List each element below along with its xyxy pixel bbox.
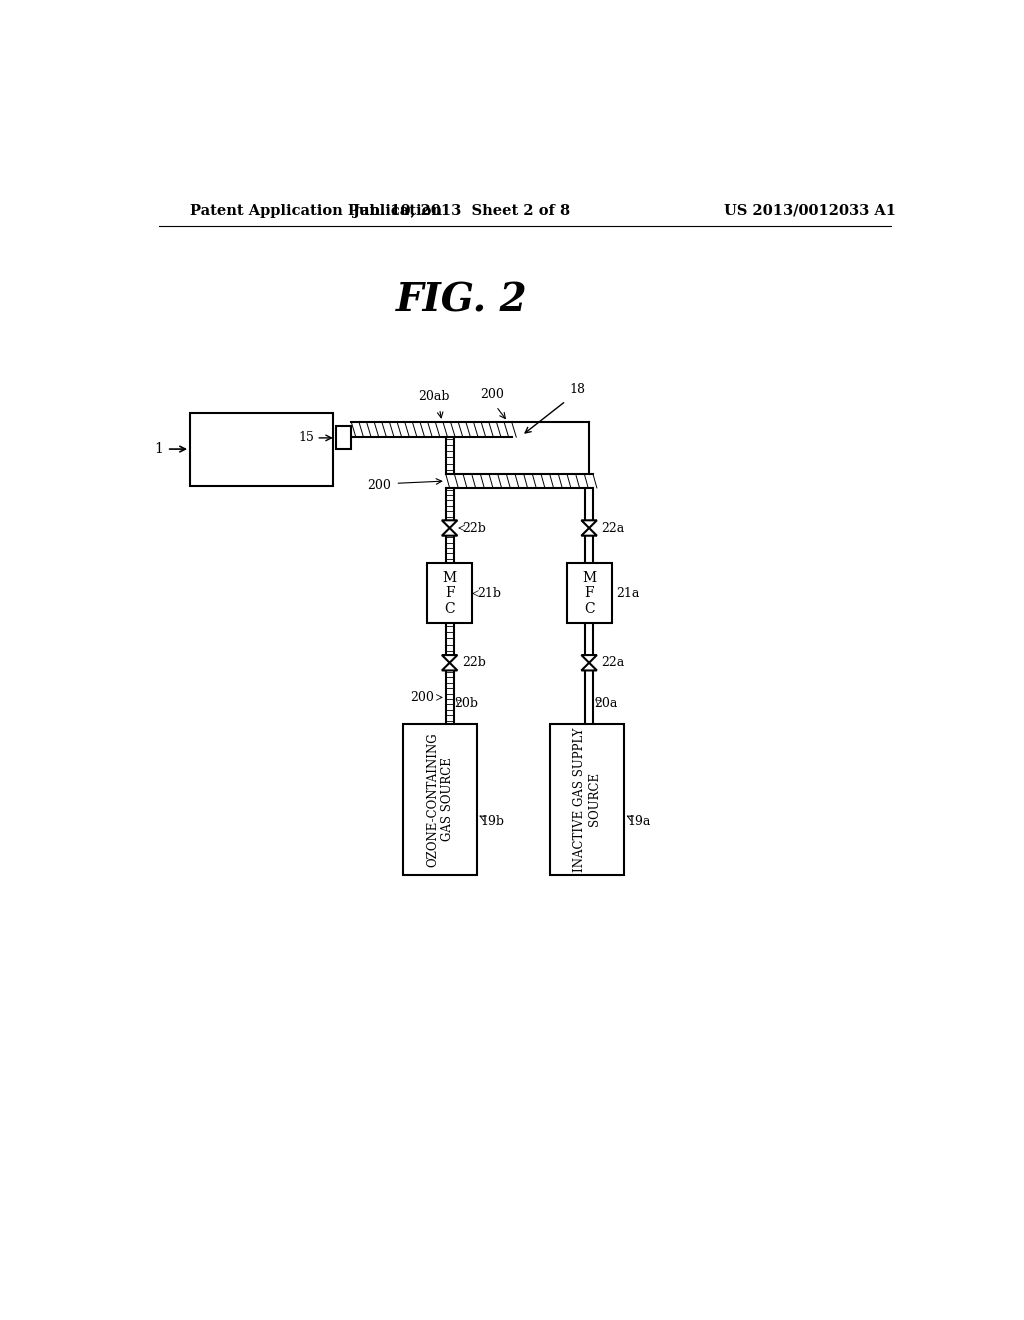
Text: M
F
C: M F C [582, 572, 596, 615]
Polygon shape [582, 528, 597, 536]
Polygon shape [582, 663, 597, 671]
Text: 22b: 22b [462, 521, 486, 535]
Text: 200: 200 [411, 690, 434, 704]
Polygon shape [582, 655, 597, 663]
Bar [566, 564, 611, 623]
Text: 21b: 21b [477, 587, 501, 601]
Text: Jan. 10, 2013  Sheet 2 of 8: Jan. 10, 2013 Sheet 2 of 8 [352, 203, 569, 218]
Polygon shape [442, 528, 458, 536]
Text: US 2013/0012033 A1: US 2013/0012033 A1 [724, 203, 896, 218]
Text: 19a: 19a [628, 816, 651, 829]
Text: FIG. 2: FIG. 2 [395, 282, 527, 319]
Text: OZONE-CONTAINING
GAS SOURCE: OZONE-CONTAINING GAS SOURCE [426, 733, 454, 867]
Bar [336, 426, 351, 450]
Text: 22b: 22b [462, 656, 486, 669]
Text: 19b: 19b [480, 816, 505, 829]
Text: M
F
C: M F C [442, 572, 457, 615]
Polygon shape [442, 520, 458, 528]
Text: Patent Application Publication: Patent Application Publication [190, 203, 442, 218]
Text: 20ab: 20ab [419, 391, 450, 404]
Text: 200: 200 [480, 388, 504, 401]
Text: 21a: 21a [616, 587, 640, 601]
Polygon shape [442, 655, 458, 663]
Text: 20a: 20a [594, 697, 617, 710]
Text: 15: 15 [298, 432, 314, 445]
Bar [403, 725, 477, 874]
Bar [550, 725, 624, 874]
Text: 22a: 22a [601, 521, 625, 535]
Text: 1: 1 [154, 442, 163, 457]
Text: 200: 200 [368, 479, 391, 492]
Bar [427, 564, 472, 623]
Text: 20b: 20b [455, 697, 478, 710]
Bar [190, 412, 334, 486]
Polygon shape [582, 520, 597, 528]
Text: 22a: 22a [601, 656, 625, 669]
Polygon shape [442, 663, 458, 671]
Text: INACTIVE GAS SUPPLY
SOURCE: INACTIVE GAS SUPPLY SOURCE [573, 727, 601, 871]
Text: 18: 18 [569, 383, 586, 396]
